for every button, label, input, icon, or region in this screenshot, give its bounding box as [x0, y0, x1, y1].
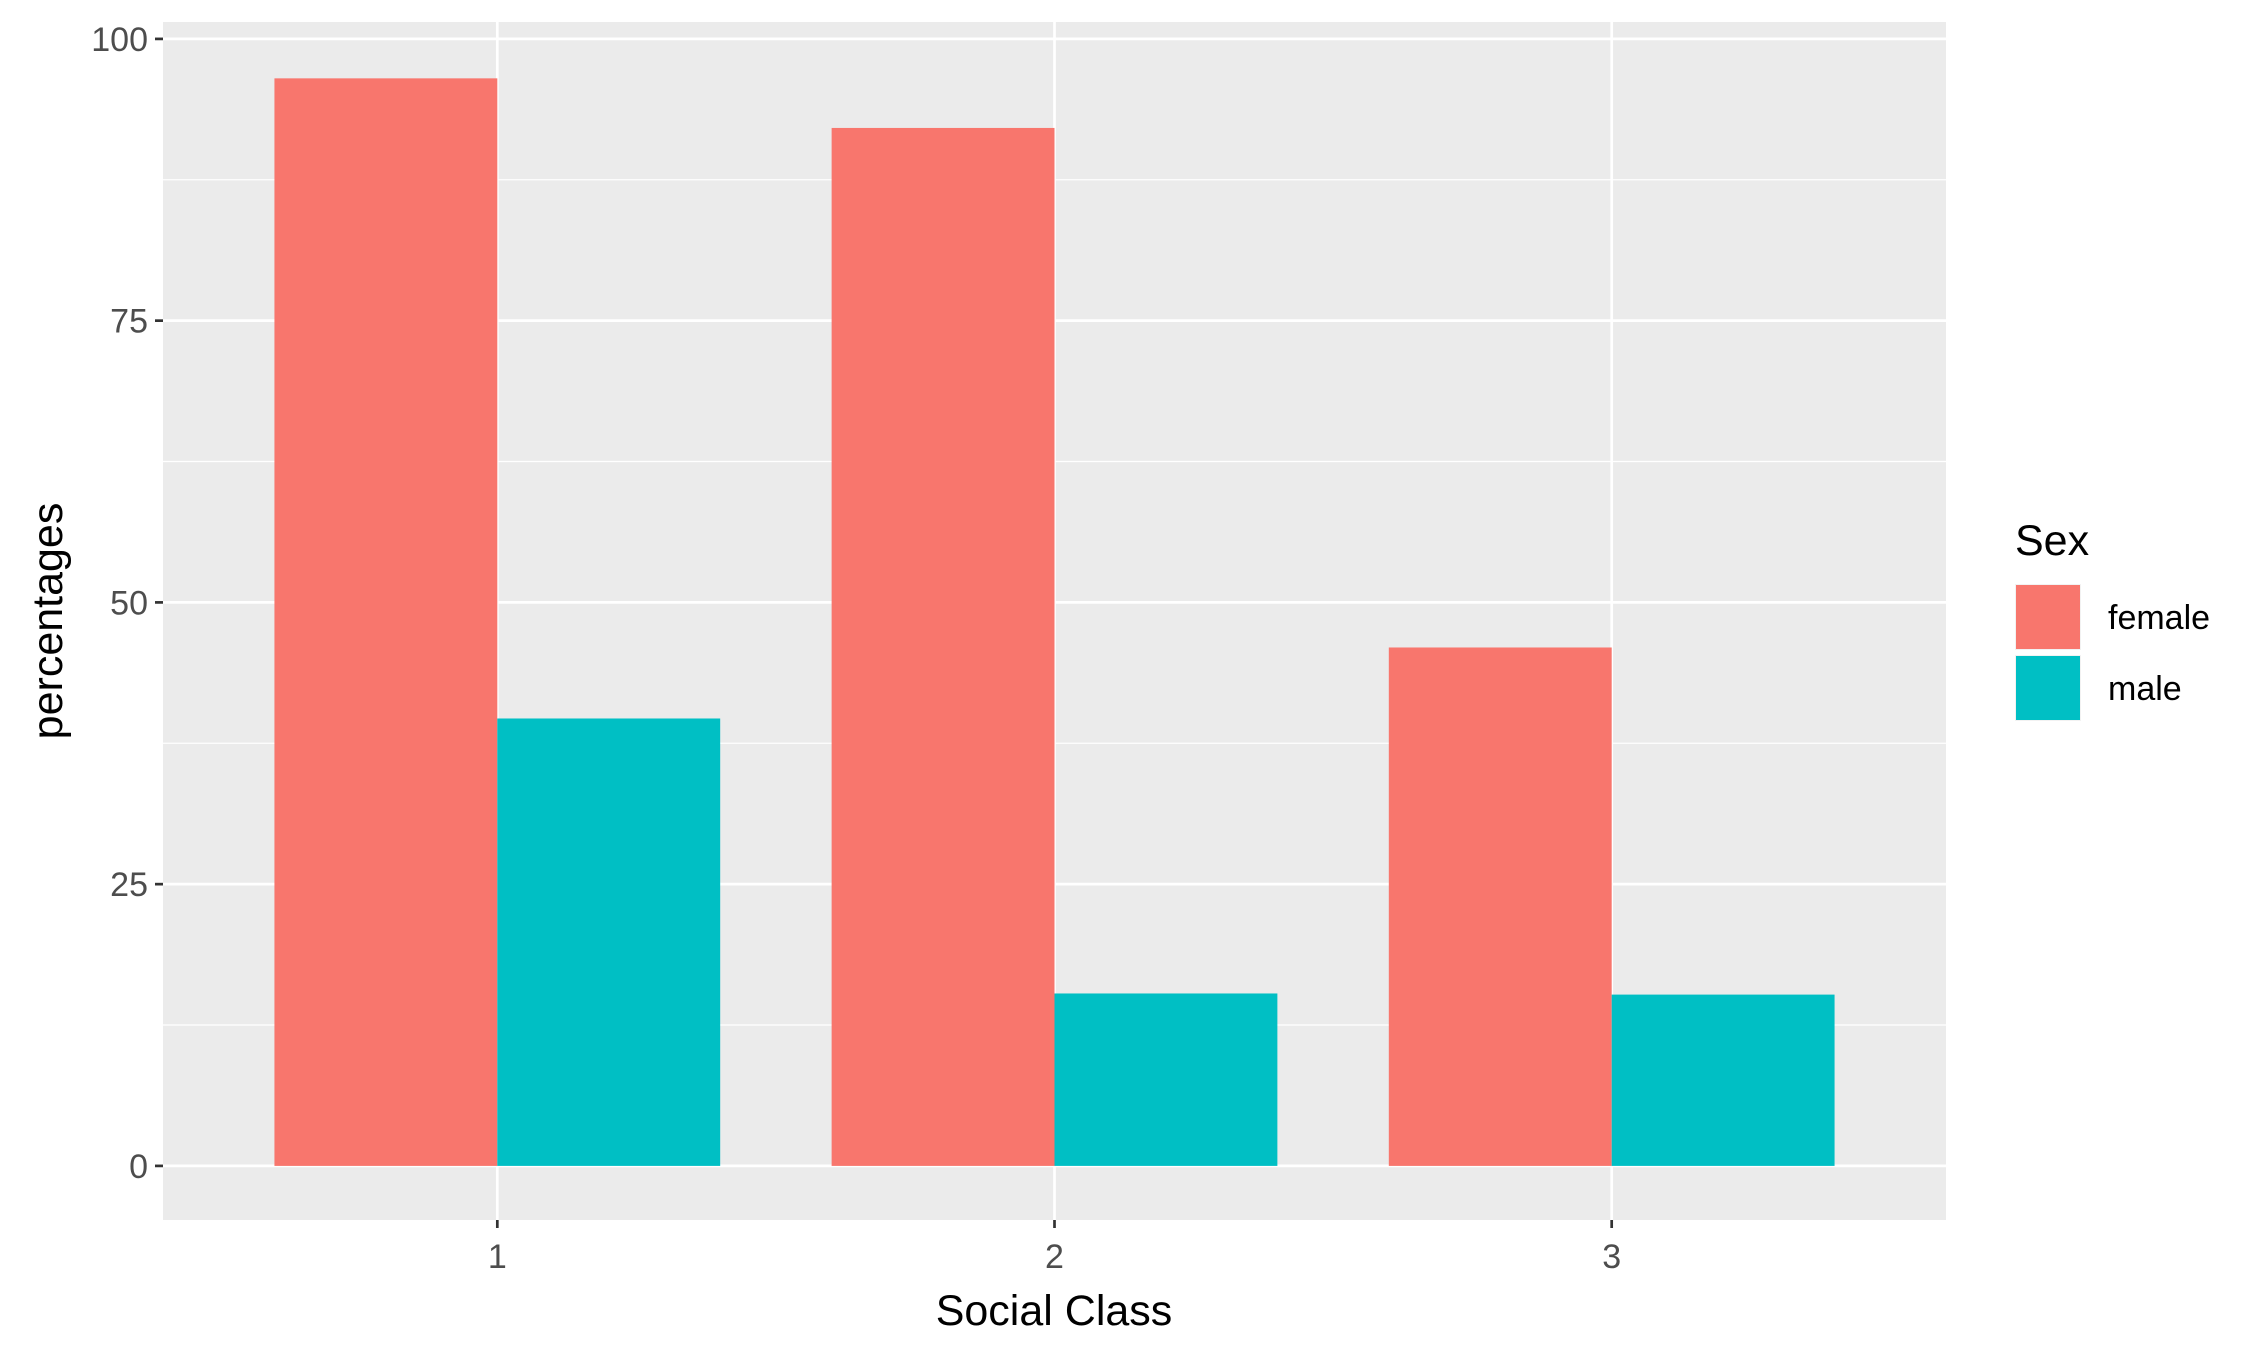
legend: Sex female male	[2015, 517, 2210, 721]
bar-female-1	[274, 78, 498, 1166]
bar-male-1	[497, 718, 721, 1166]
bar-male-2	[1054, 993, 1278, 1166]
bar-female-3	[1388, 647, 1612, 1166]
legend-key-male	[2016, 656, 2080, 720]
x-tick-label: 2	[1045, 1238, 1064, 1276]
bar-male-3	[1611, 994, 1835, 1166]
y-axis: 0 25 50 75 100	[91, 21, 163, 1186]
y-tick-label: 25	[110, 866, 148, 904]
legend-label-male: male	[2108, 670, 2182, 708]
legend-label-female: female	[2108, 599, 2210, 637]
bars	[274, 78, 1835, 1166]
legend-title: Sex	[2015, 517, 2090, 565]
x-tick-label: 1	[488, 1238, 507, 1276]
legend-key-female	[2016, 585, 2080, 649]
y-tick-label: 50	[110, 584, 148, 622]
x-axis: 1 2 3	[488, 1220, 1621, 1276]
bar-female-2	[831, 127, 1055, 1166]
legend-items: female male	[2015, 584, 2210, 721]
y-axis-title: percentages	[24, 503, 72, 740]
y-tick-label: 75	[110, 303, 148, 341]
x-axis-title: Social Class	[936, 1287, 1173, 1335]
x-tick-label: 3	[1602, 1238, 1621, 1276]
y-tick-label: 100	[91, 21, 148, 59]
y-tick-label: 0	[129, 1148, 148, 1186]
